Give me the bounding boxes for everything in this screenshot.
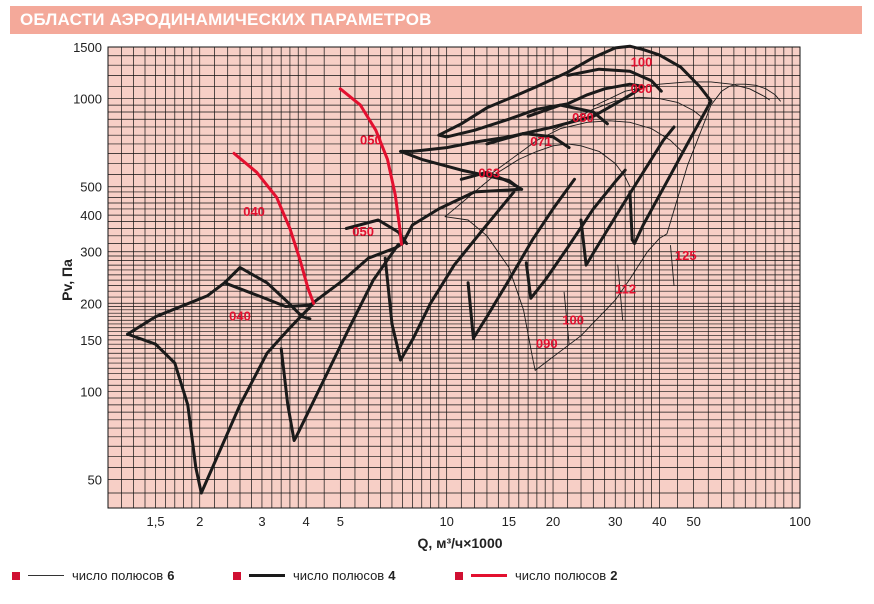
curve-label: 100 [562,312,584,327]
series-curve-thick [199,301,316,495]
tick-layer: 1,5 2 3 4 5 10 15 20 30 40 50 100 50 100 150 200 300 400 5… [73,40,811,529]
series-curve-thick [485,132,571,150]
series-curve-thick [459,170,524,191]
y-tick-label: 1000 [73,92,102,107]
legend: число полюсов 6 число полюсов 4 число по… [0,562,874,592]
series-curve-thick [383,190,516,362]
y-tick-label: 300 [80,245,102,260]
legend-marker [12,571,20,580]
x-tick-label: 15 [502,514,516,529]
series-curve-thick [279,242,400,442]
legend-item-2-pole: число полюсов 2 [455,568,617,583]
series-curve-thin [563,291,570,345]
curve-label: 063 [478,165,500,180]
curve-label: 090 [631,81,653,96]
x-tick-label: 1,5 [147,514,165,529]
curve-label: 100 [631,54,653,69]
x-tick-label: 50 [686,514,700,529]
series-curve-thin [444,83,781,371]
legend-line-thin [28,575,64,576]
x-tick-label: 30 [608,514,622,529]
x-tick-label: 4 [302,514,309,529]
series-curve-thick [566,67,663,93]
series-curve-thick [344,218,409,245]
x-tick-label: 10 [439,514,453,529]
plot-frame [107,46,801,509]
series-curve-thick [524,168,627,300]
legend-marker [455,571,463,580]
series-curve-thin [592,81,770,107]
y-tick-label: 500 [80,180,102,195]
legend-number: 4 [388,568,396,583]
series-curve-thick [126,332,203,495]
series-curve-thin [670,245,675,286]
y-tick-label: 1500 [73,40,102,55]
legend-item-6-pole: число полюсов 6 [12,568,174,583]
y-axis-label: Pv, Па [59,259,75,301]
legend-text: число полюсов [72,568,164,583]
x-tick-label: 3 [258,514,265,529]
series-curve-thin [617,264,624,321]
aerodynamic-chart: 1,5 2 3 4 5 10 15 20 30 40 50 100 50 100 150 200 300 400 5… [59,40,811,551]
y-tick-label: 50 [88,473,102,488]
curve-label: 080 [572,110,594,125]
x-axis-label: Q, м³/ч×1000 [417,535,502,551]
curve-label: 040 [229,309,251,324]
series-curve-thick [126,44,713,336]
series-curve-thick [466,177,576,340]
series-curve-thick [526,103,609,126]
x-tick-label: 5 [337,514,344,529]
series-curve-thin [552,96,704,131]
x-tick-label: 20 [546,514,560,529]
legend-number: 6 [167,568,175,583]
x-tick-label: 40 [652,514,666,529]
header-bar: ОБЛАСТИ АЭРОДИНАМИЧЕСКИХ ПАРАМЕТРОВ [10,6,862,34]
legend-number: 2 [610,568,618,583]
y-tick-label: 400 [80,208,102,223]
curve-label: 112 [615,281,636,296]
curve-label: 071 [530,134,552,149]
curve-label: 040 [243,204,265,219]
curve-label: 125 [675,248,697,263]
curve-label: 050 [352,224,374,239]
series-curve-thick [579,125,676,267]
y-tick-label: 200 [80,296,102,311]
page-title: ОБЛАСТИ АЭРОДИНАМИЧЕСКИХ ПАРАМЕТРОВ [20,10,432,29]
curve-layer [126,44,781,495]
legend-marker [233,571,241,580]
series-curve-thick [628,190,634,242]
legend-item-4-pole: число полюсов 4 [233,568,395,583]
series-curve-thick [223,266,312,321]
x-tick-label: 100 [789,514,811,529]
y-tick-label: 150 [80,333,102,348]
series-curve-red [338,87,403,246]
y-tick-label: 100 [80,384,102,399]
curve-label: 090 [536,336,558,351]
series-curve-red [232,151,316,305]
legend-line-thick [249,574,285,577]
legend-text: число полюсов [515,568,607,583]
legend-line-red [471,574,507,577]
plot-background [108,47,800,508]
annotation-layer: 040 040 050 050 063 071 080 090 100 090 100 112 125 [229,54,696,351]
curve-label: 050 [360,132,382,147]
legend-text: число полюсов [293,568,385,583]
x-tick-label: 2 [196,514,203,529]
